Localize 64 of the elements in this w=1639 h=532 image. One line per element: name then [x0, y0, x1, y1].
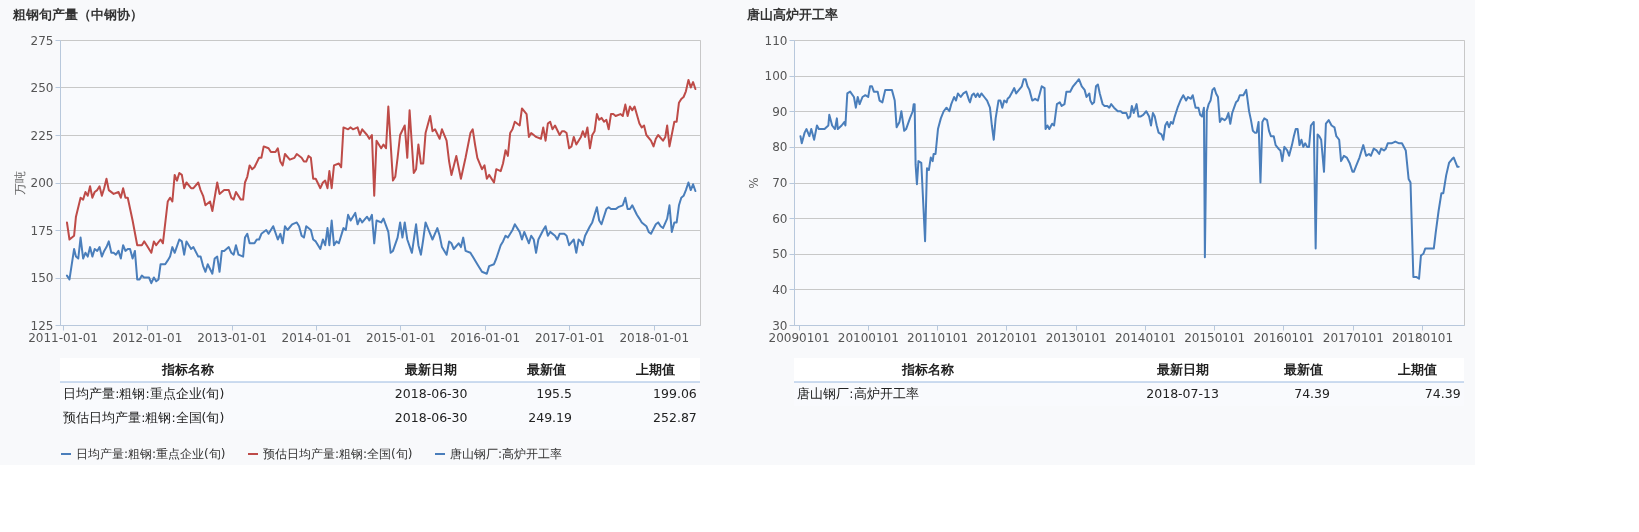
text: 最新日期 [1155, 362, 1209, 377]
text: 日均产量:粗钢:重点企业(旬) [63, 386, 225, 401]
x-tick-label: 2013-01-01 [197, 330, 267, 345]
y-tick-label: 275 [30, 33, 54, 48]
legend-label: 日均产量:粗钢:重点企业(旬) [76, 447, 226, 461]
x-tick-label: 2016-01-01 [450, 330, 521, 345]
y-tick-label: 110 [764, 33, 788, 48]
x-tick-label: 20160101 [1253, 330, 1315, 345]
chart-title: 唐山高炉开工率 [746, 7, 839, 22]
y-tick-label: 250 [30, 81, 54, 95]
y-tick-label: 175 [30, 223, 54, 238]
legend-label: 预估日均产量:粗钢:全国(旬) [263, 447, 413, 461]
x-tick-label: 2011-01-01 [28, 330, 98, 345]
x-tick-label: 2012-01-01 [112, 330, 183, 345]
y-tick-label: 60 [772, 211, 788, 226]
y-tick-label: 100 [764, 69, 788, 84]
text: 唐山钢厂:高炉开工率 [797, 386, 919, 401]
text: 预估日均产量:粗钢:全国(旬) [63, 410, 225, 425]
text: 指标名称 [161, 362, 214, 377]
y-tick-label: 50 [772, 247, 788, 262]
x-tick-label: 20110101 [906, 330, 969, 345]
text: 249.19 [528, 410, 573, 425]
line-series [799, 78, 1460, 280]
y-tick-label: 70 [772, 176, 788, 190]
x-tick-label: 2015-01-01 [365, 330, 436, 345]
y-tick-label: 200 [30, 176, 54, 190]
text: 最新值 [525, 362, 566, 377]
text: 2018-06-30 [394, 386, 468, 401]
x-tick-label: 2014-01-01 [281, 330, 352, 345]
x-tick-label: 20120101 [976, 330, 1038, 345]
text: 74.39 [1424, 386, 1461, 401]
x-tick-label: 20130101 [1045, 330, 1107, 345]
legend-label: 唐山钢厂:高炉开工率 [450, 447, 563, 461]
x-tick-label: 20180101 [1392, 330, 1454, 345]
y-tick-label: 150 [30, 271, 54, 285]
text: 上期值 [634, 362, 675, 377]
x-tick-label: 20170101 [1322, 330, 1384, 345]
text: 最新值 [1282, 362, 1323, 377]
y-tick-label: 80 [772, 140, 788, 155]
text: 2018-06-30 [394, 410, 468, 425]
x-tick-label: 2018-01-01 [619, 330, 690, 345]
x-tick-label: 20150101 [1184, 330, 1246, 345]
y-tick-label: 40 [772, 282, 788, 297]
text: 195.5 [536, 386, 572, 401]
x-tick-label: 20100101 [837, 330, 899, 345]
x-tick-label: 20090101 [768, 330, 830, 345]
line-series [65, 78, 697, 254]
text: 252.87 [653, 410, 697, 425]
chart-title: 粗钢旬产量（中钢协） [12, 7, 144, 22]
y-tick-label: 30 [772, 318, 788, 333]
text: 199.06 [653, 386, 697, 401]
text: 上期值 [1396, 362, 1437, 377]
y-tick-label: 90 [772, 104, 788, 119]
text: 指标名称 [901, 362, 954, 377]
y-axis-title: % [746, 177, 761, 189]
text: 2018-07-13 [1146, 386, 1219, 401]
y-tick-label: 125 [30, 318, 54, 333]
line-series [65, 181, 697, 285]
x-tick-label: 2017-01-01 [534, 330, 605, 345]
y-tick-label: 225 [30, 128, 54, 143]
y-axis-title: 万吨 [12, 171, 27, 195]
text: 最新日期 [404, 362, 458, 377]
text: 74.39 [1294, 386, 1331, 401]
x-tick-label: 20140101 [1114, 330, 1176, 345]
